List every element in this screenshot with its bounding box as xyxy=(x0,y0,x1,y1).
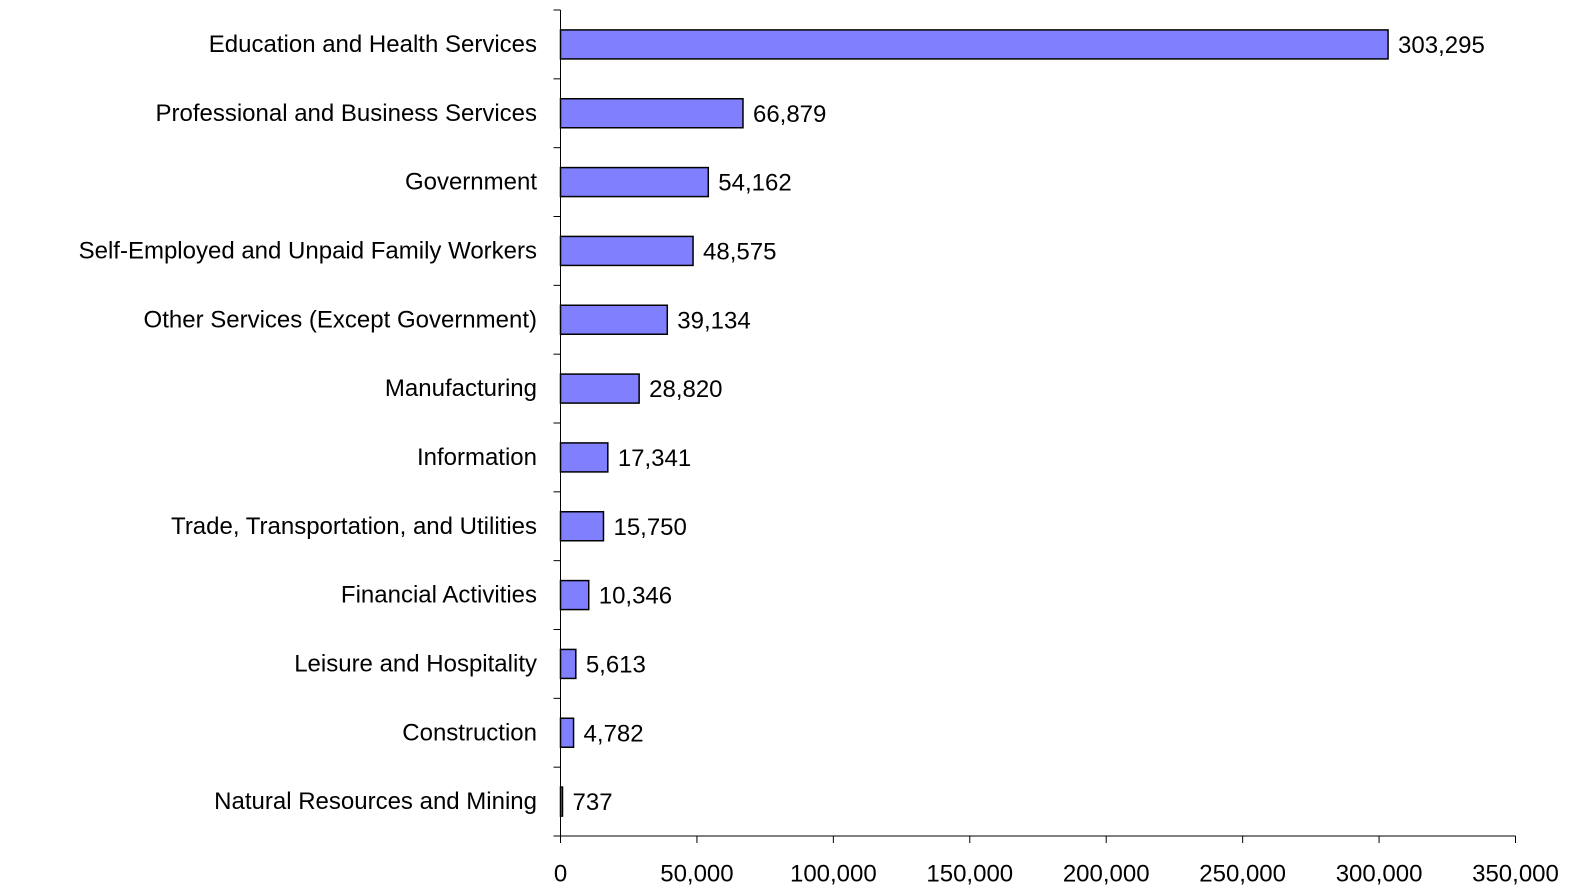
x-tick-label: 200,000 xyxy=(1063,861,1150,888)
value-label: 15,750 xyxy=(613,514,686,541)
value-label: 10,346 xyxy=(599,583,672,610)
bar xyxy=(559,579,590,611)
category-label: Professional and Business Services xyxy=(155,100,537,127)
bar xyxy=(559,304,669,335)
value-label: 303,295 xyxy=(1398,32,1485,59)
value-label: 28,820 xyxy=(649,376,722,403)
bars-layer xyxy=(559,29,1389,817)
bar xyxy=(559,166,710,198)
bar xyxy=(559,511,605,542)
value-label: 4,782 xyxy=(584,720,644,747)
value-label: 48,575 xyxy=(703,238,776,265)
value-label: 66,879 xyxy=(753,101,826,128)
x-tick-label: 0 xyxy=(554,861,567,888)
x-tick-label: 100,000 xyxy=(790,861,877,888)
bar xyxy=(559,235,694,267)
x-tick-label: 350,000 xyxy=(1472,861,1559,888)
bar xyxy=(559,648,577,680)
value-label: 17,341 xyxy=(618,445,691,472)
x-tick-label: 250,000 xyxy=(1199,861,1286,888)
value-label: 5,613 xyxy=(586,651,646,678)
labels-layer: Education and Health Services 303,295 Prof… xyxy=(79,31,1559,888)
x-tick-label: 50,000 xyxy=(660,861,733,888)
bar xyxy=(559,717,575,748)
bar xyxy=(559,442,609,473)
value-label: 39,134 xyxy=(677,307,750,334)
category-label: Manufacturing xyxy=(385,375,537,402)
axes-layer xyxy=(553,9,1516,843)
bar xyxy=(559,373,640,404)
bar xyxy=(559,98,744,129)
value-label: 737 xyxy=(573,789,613,816)
category-label: Government xyxy=(405,169,537,196)
bar xyxy=(559,29,1389,60)
category-label: Leisure and Hospitality xyxy=(294,650,537,677)
x-tick-label: 300,000 xyxy=(1336,861,1423,888)
category-label: Self-Employed and Unpaid Family Workers xyxy=(79,237,537,264)
x-tick-label: 150,000 xyxy=(926,861,1013,888)
category-label: Education and Health Services xyxy=(209,31,537,58)
category-label: Information xyxy=(417,444,537,471)
category-label: Construction xyxy=(402,719,537,746)
category-label: Natural Resources and Mining xyxy=(214,788,537,815)
category-label: Other Services (Except Government) xyxy=(144,306,537,333)
category-label: Financial Activities xyxy=(341,582,537,609)
category-label: Trade, Transportation, and Utilities xyxy=(171,513,537,540)
value-label: 54,162 xyxy=(718,170,791,197)
